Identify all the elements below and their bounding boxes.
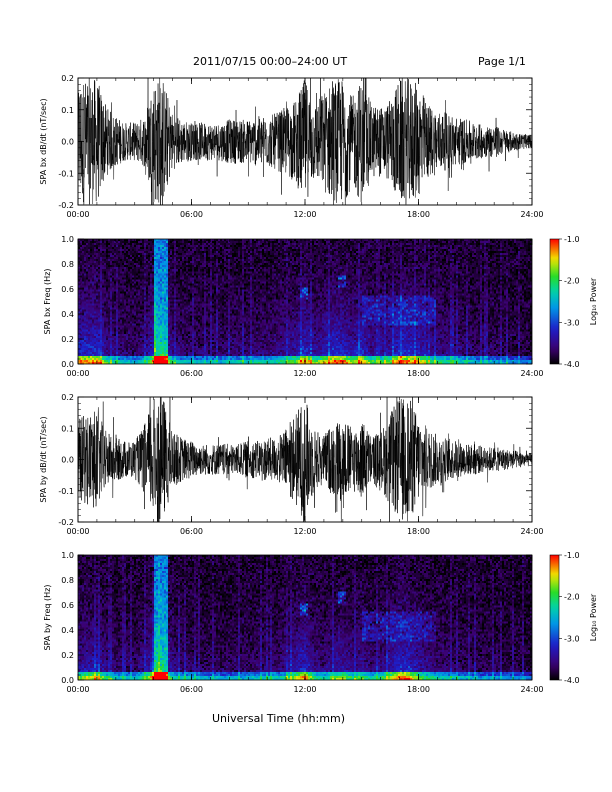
- y-tick-label: 0.6: [61, 601, 74, 610]
- y-axis-title: SPA bx dB/dt (nT/sec): [39, 98, 48, 184]
- colorbar-tick-label: -1.0: [564, 235, 580, 244]
- y-tick-label: -0.1: [58, 169, 74, 178]
- y-tick-label: 0.2: [61, 74, 74, 83]
- y-tick-label: 1.0: [61, 551, 74, 560]
- page-indicator: Page 1/1: [478, 55, 526, 68]
- x-tick-label: 18:00: [407, 527, 430, 536]
- colorbar-tick-label: -3.0: [564, 318, 580, 327]
- by-dbdt-panel: 00:00 06:00 12:00 18:00 24:00 0.2 0.1 0.0 -0.1 -0…: [39, 393, 544, 536]
- y-tick-label: -0.2: [58, 518, 74, 527]
- y-tick-label: 0.4: [61, 310, 74, 319]
- x-tick-label: 24:00: [520, 210, 543, 219]
- colorbar-tick-label: -2.0: [564, 593, 580, 602]
- y-tick-label: -0.2: [58, 201, 74, 210]
- x-tick-label: 00:00: [66, 685, 89, 694]
- y-axis-title: SPA by Freq (Hz): [43, 585, 52, 651]
- y-tick-label: 0.0: [61, 138, 74, 147]
- y-tick-label: 0.0: [61, 456, 74, 465]
- figure-title: 2011/07/15 00:00–24:00 UT: [193, 55, 347, 68]
- colorbar-tick-label: -1.0: [564, 551, 580, 560]
- y-tick-label: 1.0: [61, 235, 74, 244]
- spectrogram-image: [78, 555, 532, 680]
- x-tick-label: 06:00: [180, 527, 203, 536]
- y-tick-label: 0.8: [61, 576, 74, 585]
- x-tick-label: 24:00: [520, 369, 543, 378]
- colorbar-tick-label: -2.0: [564, 277, 580, 286]
- colorbar-tick-label: -4.0: [564, 676, 580, 685]
- colorbar: [549, 554, 560, 681]
- colorbar-label: Log₁₀ Power: [589, 277, 598, 325]
- y-tick-label: 0.0: [61, 676, 74, 685]
- x-tick-label: 06:00: [180, 369, 203, 378]
- x-tick-label: 24:00: [520, 527, 543, 536]
- x-tick-label: 24:00: [520, 685, 543, 694]
- series-trace: [78, 397, 532, 522]
- x-tick-label: 18:00: [407, 685, 430, 694]
- y-tick-label: 0.2: [61, 651, 74, 660]
- x-tick-label: 00:00: [66, 210, 89, 219]
- x-tick-label: 18:00: [407, 210, 430, 219]
- x-tick-label: 12:00: [293, 369, 316, 378]
- colorbar: [549, 238, 560, 365]
- y-tick-label: 0.4: [61, 626, 74, 635]
- y-tick-label: 0.1: [61, 106, 74, 115]
- y-tick-label: 0.1: [61, 424, 74, 433]
- series-trace: [78, 78, 532, 205]
- colorbar-label: Log₁₀ Power: [589, 593, 598, 641]
- bx-spectrogram-panel: 00:00 06:00 12:00 18:00 24:00 1.0 0.8 0.6 0.4 0.2…: [43, 235, 598, 378]
- x-axis-title: Universal Time (hh:mm): [212, 712, 345, 725]
- spectrogram-image: [78, 239, 532, 364]
- y-tick-label: 0.6: [61, 285, 74, 294]
- bx-dbdt-panel: 00:00 06:00 12:00 18:00 24:00 0.2 0.1 0.0 -0.1 -0…: [39, 74, 544, 219]
- x-tick-label: 12:00: [293, 527, 316, 536]
- colorbar-tick-label: -3.0: [564, 634, 580, 643]
- x-tick-label: 06:00: [180, 210, 203, 219]
- y-tick-label: -0.1: [58, 487, 74, 496]
- plot-frame-overlay: [77, 396, 533, 523]
- x-tick-label: 18:00: [407, 369, 430, 378]
- y-tick-label: 0.2: [61, 393, 74, 402]
- x-tick-label: 00:00: [66, 527, 89, 536]
- y-axis-title: SPA by dB/dt (nT/sec): [39, 416, 48, 502]
- x-tick-label: 12:00: [293, 685, 316, 694]
- x-tick-label: 06:00: [180, 685, 203, 694]
- colorbar-tick-label: -4.0: [564, 360, 580, 369]
- plot-frame-overlay: [77, 77, 533, 206]
- y-tick-label: 0.8: [61, 260, 74, 269]
- y-tick-label: 0.2: [61, 335, 74, 344]
- x-tick-label: 12:00: [293, 210, 316, 219]
- y-axis-title: SPA bx Freq (Hz): [43, 269, 52, 335]
- by-spectrogram-panel: 00:00 06:00 12:00 18:00 24:00 1.0 0.8 0.6 0.4 0.2…: [43, 551, 598, 694]
- x-tick-label: 00:00: [66, 369, 89, 378]
- y-tick-label: 0.0: [61, 360, 74, 369]
